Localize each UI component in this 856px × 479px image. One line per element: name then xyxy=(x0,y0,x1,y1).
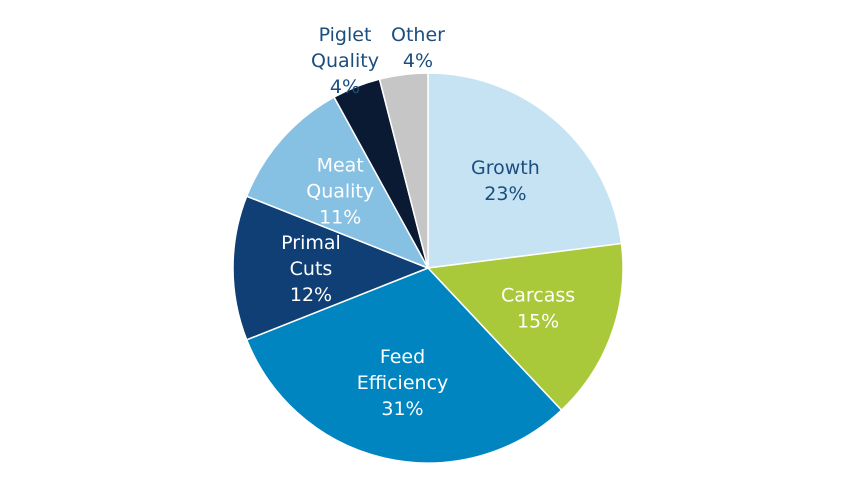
label-percent: 15% xyxy=(517,311,559,333)
label-percent: 23% xyxy=(484,183,526,205)
label-carcass: Carcass 15% xyxy=(501,285,575,333)
label-text: Piglet xyxy=(319,24,372,46)
label-text: Feed xyxy=(380,346,425,368)
label-text: Meat xyxy=(317,155,364,177)
label-text: Quality xyxy=(306,181,374,203)
label-growth: Growth 23% xyxy=(471,157,540,205)
slice-carcass xyxy=(426,242,624,412)
label-text: Efficiency xyxy=(357,372,449,394)
slice-growth xyxy=(427,72,623,269)
label-other: Other 4% xyxy=(391,24,445,72)
label-primal-cuts: Primal Cuts 12% xyxy=(281,232,341,306)
label-text: Carcass xyxy=(501,285,575,307)
label-percent: 4% xyxy=(330,76,360,98)
label-piglet-quality: Piglet Quality 4% xyxy=(311,24,379,98)
label-text: Primal xyxy=(281,232,341,254)
label-percent: 4% xyxy=(403,50,433,72)
label-percent: 12% xyxy=(290,284,332,306)
pie-labels: Growth 23% Carcass 15% Feed Efficiency 31% Prim… xyxy=(281,24,575,420)
label-feed-efficiency: Feed Efficiency 31% xyxy=(357,346,449,420)
label-text: Growth xyxy=(471,157,540,179)
slice-feed-efficiency xyxy=(245,267,563,464)
label-text: Cuts xyxy=(290,258,333,280)
label-text: Other xyxy=(391,24,445,46)
label-text: Quality xyxy=(311,50,379,72)
label-meat-quality: Meat Quality 11% xyxy=(306,155,374,229)
slice-other xyxy=(378,72,429,269)
label-percent: 31% xyxy=(381,398,423,420)
slice-meat-quality xyxy=(245,96,430,270)
label-percent: 11% xyxy=(319,207,361,229)
slice-primal-cuts xyxy=(232,195,431,341)
pie-slices xyxy=(232,72,624,464)
